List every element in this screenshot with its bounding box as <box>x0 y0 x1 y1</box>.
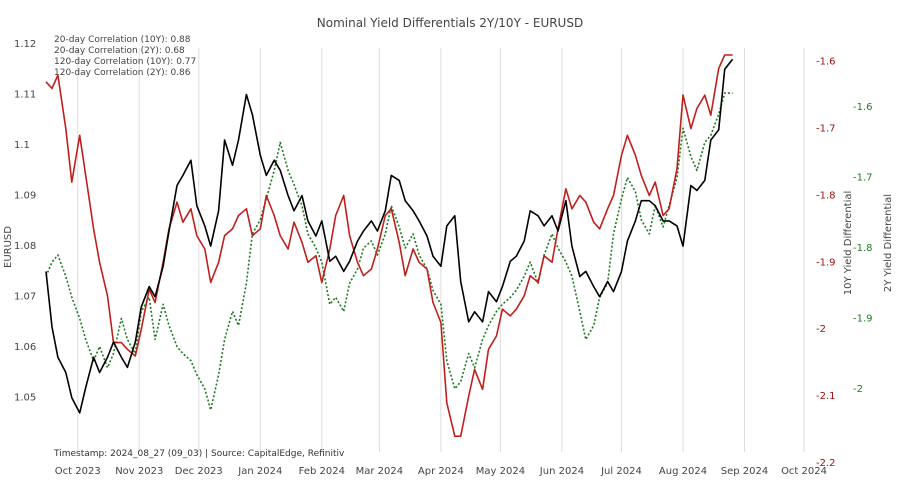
x-tick-label: Apr 2024 <box>418 466 464 477</box>
y-tick-label-axis1: -1.6 <box>816 57 836 68</box>
x-tick-label: Jan 2024 <box>237 466 282 477</box>
y-tick-label-axis2: -1.6 <box>853 102 873 113</box>
x-tick-label: Jul 2024 <box>600 466 642 477</box>
y-tick-label-axis0: 1.07 <box>14 292 36 303</box>
x-tick-label: Dec 2023 <box>175 466 223 477</box>
grid-layer <box>77 48 805 452</box>
chart-footer: Timestamp: 2024_08_27 (09_03) | Source: … <box>53 449 345 459</box>
x-tick-label: Oct 2024 <box>781 466 827 477</box>
annotation-corr-20d-2y: 20-day Correlation (2Y): 0.68 <box>54 46 185 56</box>
x-tick-label: May 2024 <box>476 466 525 477</box>
y-axis-label-10y: 10Y Yield Differential <box>843 191 854 296</box>
y-tick-label-axis0: 1.05 <box>14 393 36 404</box>
x-tick-label: Aug 2024 <box>659 466 707 477</box>
y-tick-label-axis1: -2.1 <box>816 391 836 402</box>
x-tick-label: Jun 2024 <box>539 466 584 477</box>
chart-title: Nominal Yield Differentials 2Y/10Y - EUR… <box>317 16 583 30</box>
y-axis-label-2y: 2Y Yield Differential <box>883 194 894 292</box>
series-line-eurusd <box>45 58 734 414</box>
y-tick-label-axis0: 1.11 <box>14 90 36 101</box>
x-tick-label: Nov 2023 <box>115 466 163 477</box>
annotation-corr-120d-10y: 120-day Correlation (10Y): 0.77 <box>54 57 196 67</box>
y-tick-label-axis1: -1.7 <box>816 124 836 135</box>
x-tick-label: Sep 2024 <box>721 466 768 477</box>
y-tick-label-axis1: -1.8 <box>816 190 836 201</box>
axis-layer: Oct 2023 Nov 2023 Dec 2023 Jan 2024 Feb 2024… <box>14 39 873 477</box>
y-tick-label-axis2: -1.8 <box>853 243 873 254</box>
series-line-10y-yield-differential <box>45 54 733 438</box>
y-tick-label-axis0: 1.1 <box>14 140 30 151</box>
y-tick-label-axis0: 1.12 <box>14 39 36 50</box>
y-tick-label-axis1: -2 <box>816 324 826 335</box>
y-tick-label-axis0: 1.09 <box>14 191 36 202</box>
x-tick-label: Mar 2024 <box>356 466 404 477</box>
series-line-2y-yield-differential <box>45 92 733 411</box>
y-tick-label-axis2: -1.9 <box>853 313 873 324</box>
y-tick-label-axis1: -2.2 <box>816 458 836 469</box>
y-axis-label-eurusd: EURUSD <box>3 226 14 268</box>
y-tick-label-axis1: -1.9 <box>816 257 836 268</box>
annotation-corr-120d-2y: 120-day Correlation (2Y): 0.86 <box>54 68 191 78</box>
series-layer <box>45 54 734 438</box>
y-tick-label-axis0: 1.06 <box>14 342 36 353</box>
y-tick-label-axis2: -2 <box>853 384 863 395</box>
y-tick-label-axis2: -1.7 <box>853 173 873 184</box>
y-tick-label-axis0: 1.08 <box>14 241 36 252</box>
x-tick-label: Oct 2023 <box>55 466 101 477</box>
annotation-corr-20d-10y: 20-day Correlation (10Y): 0.88 <box>54 35 191 45</box>
x-tick-label: Feb 2024 <box>299 466 345 477</box>
